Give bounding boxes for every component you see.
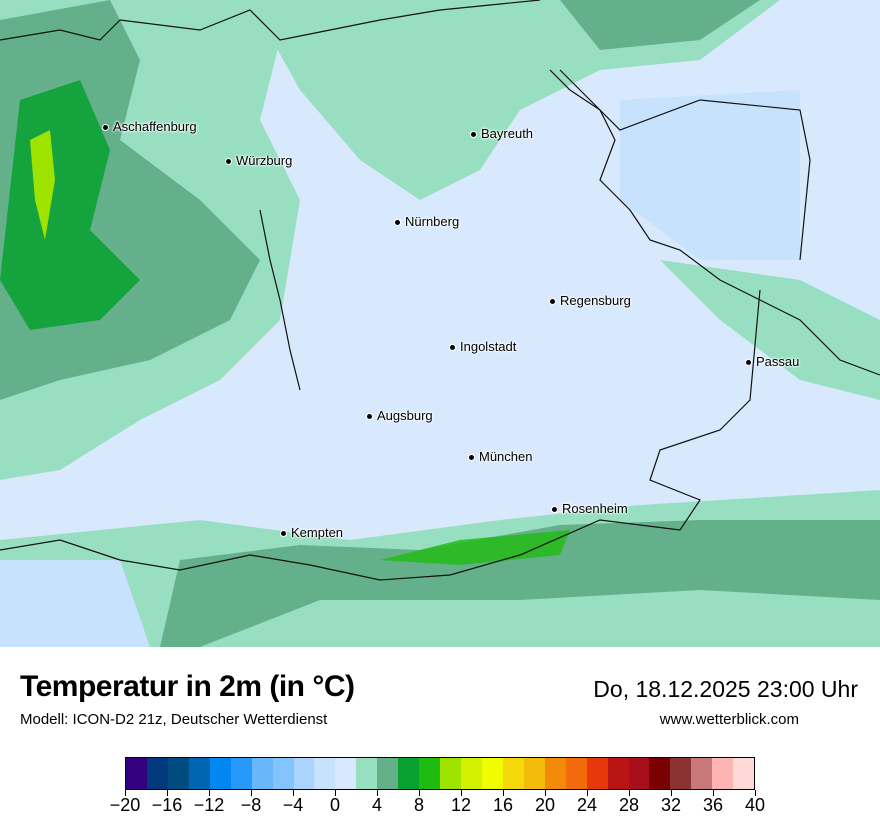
legend-tick bbox=[755, 790, 756, 796]
city-dot-icon bbox=[449, 344, 456, 352]
legend-swatch bbox=[544, 758, 566, 789]
legend-swatch bbox=[398, 758, 420, 789]
legend-tick-label: 20 bbox=[534, 795, 556, 815]
legend-tick-label: −20 bbox=[109, 795, 141, 815]
legend-tick-label: 24 bbox=[576, 795, 598, 815]
legend-swatch bbox=[335, 758, 357, 789]
legend-tick bbox=[167, 790, 168, 796]
temperature-map: Aschaffenburg Würzburg Bayreuth Nürnberg… bbox=[0, 0, 880, 647]
legend-tick-label: 28 bbox=[618, 795, 640, 815]
forecast-datetime: Do, 18.12.2025 23:00 Uhr bbox=[593, 676, 858, 702]
legend-swatch bbox=[251, 758, 273, 789]
legend-swatch bbox=[712, 758, 734, 789]
city-dot-icon bbox=[225, 158, 232, 166]
city-dot-icon bbox=[549, 298, 556, 306]
color-legend bbox=[125, 757, 755, 790]
legend-swatch bbox=[272, 758, 294, 789]
legend-swatch bbox=[440, 758, 461, 789]
city-label: Nürnberg bbox=[394, 214, 459, 229]
website-link[interactable]: www.wetterblick.com bbox=[659, 711, 799, 728]
city-dot-icon bbox=[366, 413, 373, 421]
legend-tick-label: 12 bbox=[450, 795, 472, 815]
legend-swatch bbox=[419, 758, 441, 789]
city-label: Passau bbox=[745, 354, 799, 369]
legend-swatch bbox=[146, 758, 168, 789]
legend-swatch bbox=[314, 758, 336, 789]
legend-swatch bbox=[628, 758, 650, 789]
legend-swatch bbox=[377, 758, 399, 789]
legend-tick bbox=[629, 790, 630, 796]
legend-tick bbox=[545, 790, 546, 796]
model-subtitle: Modell: ICON-D2 21z, Deutscher Wetterdie… bbox=[20, 711, 328, 728]
legend-tick-label: −8 bbox=[240, 795, 262, 815]
city-label: Augsburg bbox=[366, 408, 433, 423]
city-dot-icon bbox=[102, 124, 109, 132]
city-label: München bbox=[468, 449, 532, 464]
legend-tick bbox=[335, 790, 336, 796]
city-label: Rosenheim bbox=[551, 501, 628, 516]
legend-tick-label: 4 bbox=[371, 795, 383, 815]
legend-tick bbox=[293, 790, 294, 796]
legend-swatch bbox=[649, 758, 671, 789]
legend-swatch bbox=[230, 758, 252, 789]
city-label: Aschaffenburg bbox=[102, 119, 197, 134]
legend-tick-label: 8 bbox=[413, 795, 425, 815]
legend-tick bbox=[461, 790, 462, 796]
legend-swatch bbox=[461, 758, 482, 789]
legend-tick bbox=[377, 790, 378, 796]
legend-swatch bbox=[670, 758, 692, 789]
legend-swatch bbox=[586, 758, 608, 789]
legend-tick-label: 0 bbox=[329, 795, 341, 815]
city-label: Ingolstadt bbox=[449, 339, 516, 354]
legend-tick-label: −16 bbox=[151, 795, 183, 815]
city-dot-icon bbox=[394, 219, 401, 227]
city-label: Bayreuth bbox=[470, 126, 533, 141]
legend-tick bbox=[713, 790, 714, 796]
legend-swatch bbox=[209, 758, 231, 789]
city-label: Kempten bbox=[280, 525, 343, 540]
city-label: Regensburg bbox=[549, 293, 631, 308]
legend-swatch bbox=[565, 758, 587, 789]
legend-tick bbox=[671, 790, 672, 796]
legend-swatch bbox=[356, 758, 378, 789]
legend-tick-label: 36 bbox=[702, 795, 724, 815]
borders bbox=[0, 0, 880, 581]
legend-tick bbox=[419, 790, 420, 796]
legend-tick bbox=[209, 790, 210, 796]
legend-tick bbox=[587, 790, 588, 796]
city-dot-icon bbox=[468, 454, 475, 462]
east-green bbox=[660, 260, 880, 400]
legend-ticks: −20 −16 −12 −8 −4 0 4 8 12 16 20 24 28 32 36 40 bbox=[110, 790, 765, 830]
legend-swatch bbox=[523, 758, 545, 789]
legend-tick-label: 40 bbox=[744, 795, 766, 815]
city-dot-icon bbox=[551, 506, 558, 514]
legend-swatch bbox=[126, 758, 147, 789]
legend-swatch bbox=[502, 758, 524, 789]
legend-tick bbox=[251, 790, 252, 796]
legend-swatch bbox=[481, 758, 503, 789]
temperature-field bbox=[0, 0, 880, 647]
legend-swatch bbox=[188, 758, 210, 789]
warm-area-north bbox=[250, 0, 780, 200]
legend-tick bbox=[125, 790, 126, 796]
map-title: Temperatur in 2m (in °C) bbox=[20, 670, 355, 703]
legend-swatch bbox=[691, 758, 713, 789]
legend-tick-label: 16 bbox=[492, 795, 514, 815]
legend-swatch bbox=[733, 758, 755, 789]
city-dot-icon bbox=[745, 359, 752, 367]
city-dot-icon bbox=[280, 530, 287, 538]
legend-tick-label: −12 bbox=[193, 795, 225, 815]
legend-swatch bbox=[293, 758, 315, 789]
legend-tick-label: 32 bbox=[660, 795, 682, 815]
city-dot-icon bbox=[470, 131, 477, 139]
legend-tick-label: −4 bbox=[282, 795, 304, 815]
city-label: Würzburg bbox=[225, 153, 292, 168]
legend-swatch bbox=[607, 758, 629, 789]
legend-tick bbox=[503, 790, 504, 796]
legend-swatch bbox=[167, 758, 189, 789]
